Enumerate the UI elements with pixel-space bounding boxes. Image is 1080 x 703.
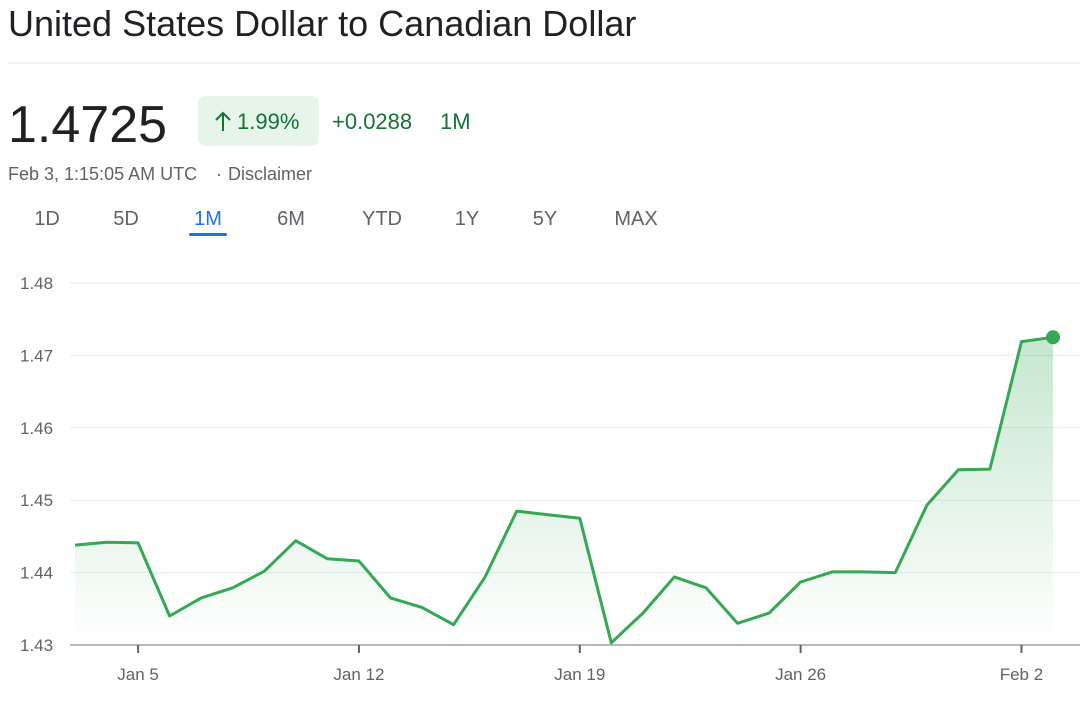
chart: 1.43 1.44 1.45 1.46 1.47 1.48 Jan 5 Jan 12 Jan 1…	[20, 274, 1080, 684]
y-tick-label: 1.44	[20, 564, 53, 583]
y-tick-label: 1.43	[20, 636, 53, 655]
range-tab[interactable]: 1M	[194, 208, 222, 230]
timestamp: Feb 3, 1:15:05 AM UTC	[8, 164, 197, 184]
range-tab[interactable]: 6M	[277, 208, 305, 230]
up-arrow-icon	[215, 111, 231, 131]
area	[75, 337, 1053, 645]
y-tick-label: 1.46	[20, 419, 53, 438]
x-tick-label: Jan 12	[333, 665, 384, 684]
active-tab-underline	[189, 233, 227, 236]
y-tick-label: 1.48	[20, 274, 53, 293]
change-period: 1M	[440, 109, 471, 134]
range-tab[interactable]: MAX	[614, 208, 657, 230]
range-tab[interactable]: 5Y	[533, 208, 557, 230]
y-tick-label: 1.47	[20, 346, 53, 365]
range-tab[interactable]: 5D	[113, 208, 139, 230]
change-badge	[198, 96, 319, 146]
range-tabs: 1D 5D 1M 6M YTD 1Y 5Y MAX	[34, 208, 658, 236]
x-tick-label: Jan 19	[554, 665, 605, 684]
change-percent: 1.99%	[237, 109, 299, 134]
x-tick-label: Feb 2	[1000, 665, 1043, 684]
last-point	[1046, 330, 1060, 345]
change-value: +0.0288	[332, 109, 412, 134]
x-tick-label: Jan 5	[117, 665, 159, 684]
range-tab[interactable]: YTD	[362, 208, 402, 230]
separator: ·	[216, 164, 222, 184]
price: 1.4725	[8, 96, 167, 154]
page-title: United States Dollar to Canadian Dollar	[8, 3, 636, 44]
disclaimer-link[interactable]: Disclaimer	[228, 164, 312, 184]
price-line	[74, 335, 1054, 645]
x-tick-label: Jan 26	[775, 665, 826, 684]
y-tick-label: 1.45	[20, 491, 53, 510]
range-tab[interactable]: 1Y	[455, 208, 479, 230]
range-tab[interactable]: 1D	[34, 208, 60, 230]
